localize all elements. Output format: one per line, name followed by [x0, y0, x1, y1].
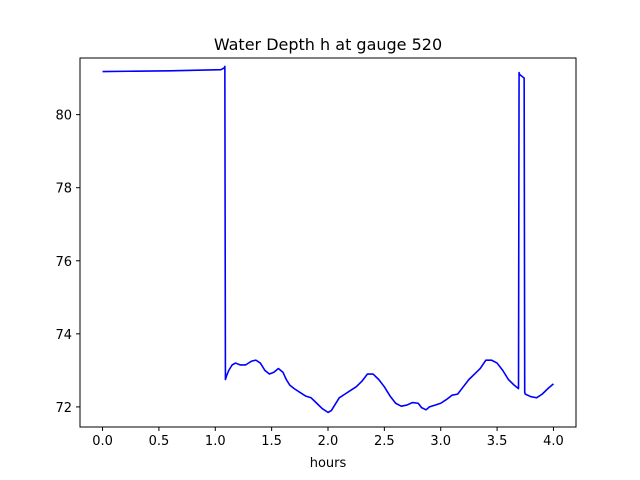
- y-tick-label: 76: [55, 255, 72, 270]
- y-tick-label: 74: [55, 328, 72, 343]
- x-axis-label: hours: [310, 456, 347, 471]
- x-tick-label: 2.5: [374, 434, 395, 449]
- x-tick-label: 2.0: [318, 434, 339, 449]
- x-tick-label: 1.5: [261, 434, 282, 449]
- plot-area: 0.0 0.5 1.0 1.5 2.0 2.5 3.0 3.5 4.0 72 74 76 78 80: [55, 57, 577, 449]
- x-tick-label: 0.5: [149, 434, 170, 449]
- y-tick-label: 78: [55, 182, 72, 197]
- y-tick-label: 72: [55, 401, 72, 416]
- y-tick-label: 80: [55, 109, 72, 124]
- x-tick-label: 3.0: [430, 434, 451, 449]
- x-tick-label: 1.0: [205, 434, 226, 449]
- chart-title: Water Depth h at gauge 520: [214, 35, 442, 54]
- x-tick-label: 0.0: [92, 434, 113, 449]
- x-tick-label: 4.0: [543, 434, 564, 449]
- x-tick-label: 3.5: [487, 434, 508, 449]
- series-line-0: [102, 65, 554, 414]
